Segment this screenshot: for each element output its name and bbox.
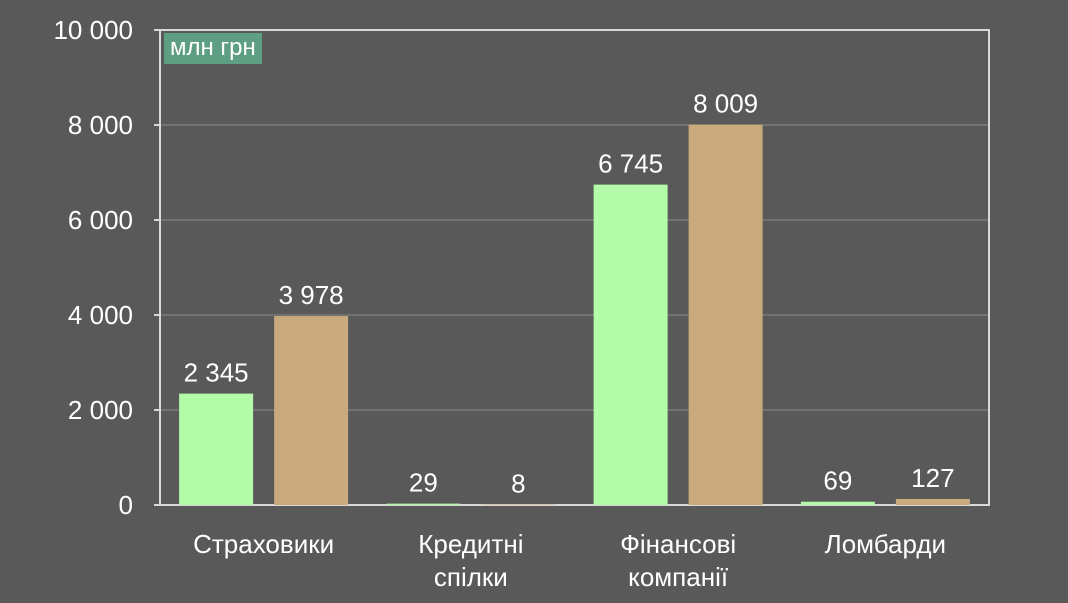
- bar-s0-c1: [386, 503, 461, 505]
- bar-s1-c0: [274, 316, 349, 505]
- category-label-3: Ломбарди: [825, 529, 946, 559]
- bar-s0-c2: [593, 184, 668, 506]
- data-label-s0-c1: 29: [409, 468, 438, 498]
- data-label-s1-c1: 8: [511, 469, 525, 499]
- category-label-1-line-1: спілки: [434, 562, 508, 592]
- data-label-s1-c2: 8 009: [693, 89, 758, 119]
- data-label-s1-c3: 127: [911, 463, 954, 493]
- data-label-s0-c0: 2 345: [184, 358, 249, 388]
- plot-frame: [159, 29, 990, 506]
- category-label-2-line-0: Фінансові: [620, 529, 736, 559]
- bar-s1-c1: [481, 504, 556, 506]
- category-label-0: Страховики: [193, 529, 334, 559]
- data-label-s0-c2: 6 745: [598, 149, 663, 179]
- unit-label: млн грн: [164, 33, 262, 64]
- y-tick-label-0: 0: [119, 490, 133, 520]
- data-label-s1-c0: 3 978: [279, 280, 344, 310]
- bar-s1-c2: [688, 124, 763, 505]
- category-label-1-line-0: Кредитні: [418, 529, 523, 559]
- category-label-2-line-1: компанії: [628, 562, 728, 592]
- bar-s0-c3: [800, 501, 875, 505]
- y-tick-label-5: 10 000: [53, 15, 133, 45]
- y-tick-label-2: 4 000: [68, 300, 133, 330]
- bar-s1-c3: [895, 498, 970, 505]
- y-tick-label-4: 8 000: [68, 110, 133, 140]
- y-tick-label-3: 6 000: [68, 205, 133, 235]
- y-tick-label-1: 2 000: [68, 395, 133, 425]
- bar-s0-c0: [179, 393, 254, 505]
- data-label-s0-c3: 69: [823, 466, 852, 496]
